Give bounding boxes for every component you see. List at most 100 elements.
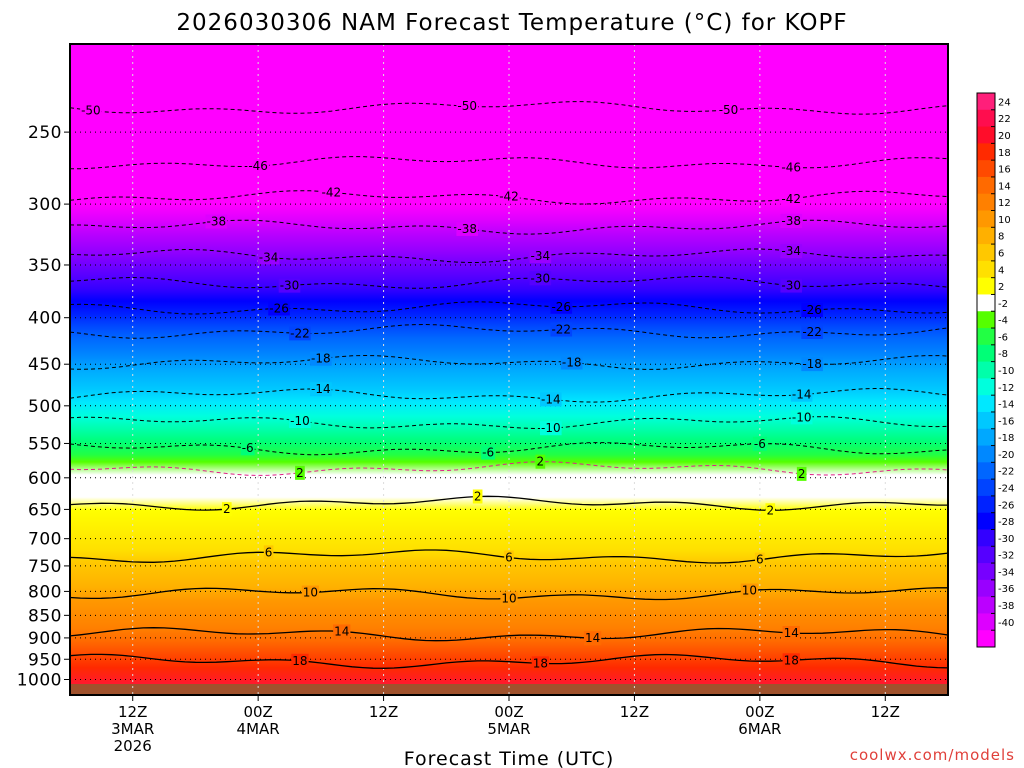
isotherm-label-bg: [801, 357, 823, 372]
isotherm-label-bg: [717, 102, 740, 117]
y-tick-label: 1000: [17, 671, 62, 691]
colorbar-label: 2: [998, 282, 1004, 293]
isotherm-label-bg: [765, 503, 776, 518]
x-tick-label: 4MAR: [237, 720, 280, 738]
colorbar-label: -6: [998, 332, 1008, 343]
colorbar-label: -12: [998, 383, 1014, 394]
isotherm-label: -10: [290, 414, 310, 428]
colorbar-label: -40: [998, 618, 1014, 629]
colorbar-label: 20: [998, 131, 1011, 142]
isotherm-label-bg: [289, 326, 311, 341]
colorbar-swatch: [977, 630, 995, 648]
isotherm-label: -50: [457, 99, 477, 113]
plot-area: -50 -50 -50 -46 -46 -42 -42 -42 -38 -38 -38 -34 -34 -…: [70, 44, 948, 695]
isotherm-label-bg: [257, 250, 280, 265]
isotherm-label: 14: [334, 624, 349, 638]
isotherm-label-bg: [782, 653, 800, 668]
isotherm-label: -38: [457, 222, 477, 236]
isotherm-label-bg: [780, 213, 803, 228]
y-tick-label: 700: [28, 530, 62, 550]
colorbar-swatch: [977, 227, 995, 245]
colorbar-swatch: [977, 495, 995, 514]
colorbar-swatch: [977, 277, 995, 295]
x-tick-label: 12Z: [118, 703, 147, 721]
isotherm-line: [70, 653, 948, 669]
isotherm-label-bg: [531, 656, 549, 671]
isotherm-label-bg: [529, 249, 552, 264]
isotherm-label-bg: [289, 413, 311, 428]
y-tick-label: 300: [28, 195, 62, 215]
chart-title: 2026030306 NAM Forecast Temperature (°C)…: [176, 10, 847, 36]
isotherm-label-bg: [481, 445, 496, 460]
isotherm-label-bg: [560, 355, 583, 370]
colorbar-swatch: [977, 596, 995, 614]
isotherm-label: -30: [781, 279, 801, 293]
isotherm-label: 6: [505, 551, 513, 565]
colorbar-label: -18: [998, 433, 1014, 444]
isotherm-label: 14: [585, 631, 600, 645]
isotherm-label-bg: [801, 324, 823, 339]
isotherm-label: 14: [784, 626, 799, 640]
isotherm-label-bg: [333, 624, 351, 639]
isotherm-label-bg: [268, 301, 290, 316]
isotherm-label: -10: [792, 410, 812, 424]
isotherm-label: -6: [482, 446, 494, 460]
colorbar-label: 4: [998, 265, 1004, 276]
colorbar-swatch: [977, 126, 995, 144]
colorbar-swatch: [977, 176, 995, 195]
colorbar-label: -14: [998, 400, 1014, 411]
isotherm-label: -46: [781, 160, 801, 174]
isotherm-label-bg: [247, 159, 269, 174]
isotherm-labels: -50 -50 -50 -46 -46 -42 -42 -42 -38 -38 -38 -34 -34 -…: [80, 99, 823, 671]
colorbar-label: -10: [998, 366, 1014, 377]
colorbar-swatch: [977, 193, 995, 212]
ground-layer: [70, 684, 948, 695]
isotherm-label-bg: [535, 454, 546, 469]
isotherm-label: -42: [322, 185, 342, 199]
isotherm-label-bg: [780, 160, 803, 175]
y-axis: 250 300 350 400 450 500 550 600 650 700 750 800 850 9…: [17, 123, 70, 691]
isotherm-label: -10: [541, 421, 561, 435]
y-tick-label: 400: [28, 309, 62, 329]
isotherm-label-bg: [456, 99, 478, 114]
isotherm-label-bg: [752, 436, 767, 451]
x-tick-label: 2026: [114, 737, 152, 755]
isotherm-label: 2: [766, 503, 774, 517]
isotherm-label: -6: [754, 437, 766, 451]
isotherm-label: -26: [269, 301, 289, 315]
isotherm-label-bg: [500, 591, 518, 606]
colorbar-swatch: [977, 462, 995, 480]
isotherm-label-bg: [740, 583, 759, 598]
colorbar-label: -26: [998, 500, 1014, 511]
isotherm-label: -18: [802, 357, 822, 371]
x-tick-label: 00Z: [243, 703, 272, 721]
isotherm-label: -26: [551, 300, 571, 314]
y-tick-label: 350: [28, 256, 62, 276]
isotherm-label: -42: [781, 192, 801, 206]
isotherm-label-bg: [780, 278, 803, 293]
x-tick-label: 5MAR: [487, 720, 530, 738]
x-tick-label: 3MAR: [111, 720, 154, 738]
colorbar-swatch: [977, 210, 995, 228]
x-tick-label: 00Z: [494, 703, 523, 721]
colorbar-swatch: [977, 479, 995, 497]
colorbar-label: 24: [998, 97, 1011, 108]
colorbar-label: 16: [998, 165, 1011, 176]
isotherm-label-bg: [529, 271, 552, 286]
isotherm-label: -38: [781, 214, 801, 228]
colorbar-swatch: [977, 512, 995, 530]
isotherm-label-bg: [790, 410, 813, 425]
colorbar-label: 22: [998, 114, 1011, 125]
x-tick-label: 12Z: [369, 703, 398, 721]
isotherm-label: 18: [533, 656, 548, 670]
isotherm-label: -26: [802, 303, 822, 317]
isotherm-label-bg: [504, 550, 514, 565]
isotherm-label-bg: [456, 221, 478, 236]
colorbar-swatch: [977, 344, 995, 363]
colorbar-label: -34: [998, 567, 1014, 578]
isotherm-label: -14: [311, 382, 331, 396]
isotherm-label-bg: [583, 631, 602, 646]
colorbar-swatch: [977, 160, 995, 178]
